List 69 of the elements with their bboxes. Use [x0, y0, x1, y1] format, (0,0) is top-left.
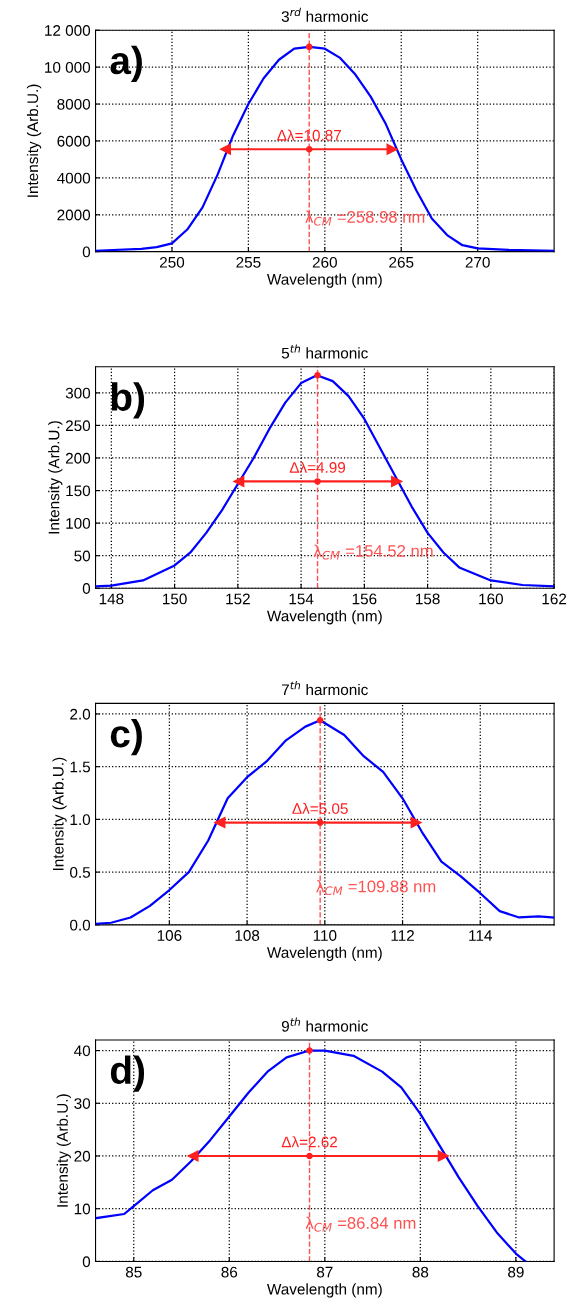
y-tick-label: 10 000 — [45, 62, 91, 73]
y-axis-title: Intensity (Arb.U.) — [48, 421, 63, 534]
chart-title: 5$^{th}$ harmonic — [281, 344, 368, 359]
y-tick-label: 40 — [74, 1045, 91, 1057]
x-tick-label: 114 — [469, 930, 492, 941]
x-tick-label: 265 — [389, 256, 414, 268]
x-tick-label: 108 — [235, 930, 260, 941]
y-tick-label: 2.0 — [70, 708, 91, 720]
y-tick-label: 300 — [65, 387, 91, 399]
y-axis-title: Intensity (Arb.U.) — [56, 1094, 71, 1207]
y-tick-label: 200 — [65, 452, 91, 464]
annotation: a) — [110, 45, 142, 82]
x-tick-label: 106 — [157, 930, 182, 941]
x-tick-label: 86 — [221, 1266, 238, 1278]
x-tick-label: 160 — [479, 593, 503, 605]
y-tick-label: 30 — [74, 1098, 91, 1109]
annotation: λ$_{CM}$ =258.98 nm — [305, 210, 425, 226]
y-tick-label: 12 000 — [45, 25, 91, 36]
x-tick-label: 85 — [125, 1266, 142, 1278]
y-tick-label: 20 — [74, 1150, 91, 1162]
x-axis-title: Wavelength (nm) — [267, 610, 382, 625]
x-tick-label: 158 — [416, 593, 440, 605]
x-tick-label: 89 — [508, 1266, 524, 1278]
x-tick-label: 270 — [465, 256, 490, 268]
annotation: Δλ=5.05 — [292, 802, 348, 814]
y-tick-label: 2000 — [57, 209, 91, 221]
x-tick-label: 88 — [412, 1266, 429, 1278]
annotation: d) — [110, 1055, 145, 1092]
y-tick-label: 50 — [74, 550, 91, 562]
x-axis-title: Wavelength (nm) — [267, 1283, 382, 1298]
annotation: Δλ=4.99 — [289, 461, 346, 473]
y-tick-label: 0 — [82, 246, 91, 258]
x-tick-label: 250 — [159, 256, 185, 268]
annotation: c) — [110, 718, 142, 756]
y-tick-label: 0.5 — [70, 866, 91, 878]
y-tick-label: 1.5 — [70, 761, 91, 773]
x-axis-title: Wavelength (nm) — [267, 946, 382, 961]
x-tick-label: 162 — [542, 593, 567, 605]
chart-title: 3$^{rd}$ harmonic — [281, 7, 369, 22]
y-axis-title: Intensity (Arb.U.) — [52, 757, 67, 871]
chart-title: 9$^{th}$ harmonic — [281, 1017, 368, 1032]
y-tick-label: 0 — [82, 583, 91, 594]
y-tick-label: 10 — [74, 1203, 91, 1215]
x-tick-label: 150 — [163, 593, 187, 605]
x-tick-label: 260 — [312, 256, 337, 268]
x-tick-label: 255 — [236, 256, 261, 268]
x-tick-label: 154 — [289, 593, 314, 605]
y-axis-title: Intensity (Arb.U.) — [26, 84, 42, 197]
x-axis-title: Wavelength (nm) — [267, 273, 382, 288]
y-tick-label: 1.0 — [70, 814, 91, 826]
x-tick-label: 152 — [226, 593, 250, 605]
annotation: b) — [111, 382, 145, 419]
y-tick-label: 100 — [66, 517, 91, 529]
x-tick-label: 112 — [391, 930, 414, 941]
line-series — [95, 1049, 527, 1262]
y-tick-label: 250 — [65, 420, 91, 432]
y-tick-label: 0.0 — [70, 919, 91, 931]
y-tick-label: 6000 — [57, 135, 91, 147]
x-tick-label: 110 — [313, 930, 337, 941]
y-tick-label: 4000 — [57, 172, 91, 184]
x-tick-label: 87 — [316, 1266, 333, 1278]
chart-title: 7$^{th}$ harmonic — [281, 681, 368, 696]
annotation: Δλ=10.87 — [277, 129, 341, 141]
y-tick-label: 150 — [66, 485, 91, 497]
x-tick-label: 148 — [99, 593, 124, 605]
y-tick-label: 0 — [82, 1256, 91, 1268]
annotation: λ$_{CM}$ =109.88 nm — [316, 880, 436, 896]
y-tick-label: 8000 — [57, 98, 91, 110]
x-tick-label: 156 — [352, 593, 377, 605]
